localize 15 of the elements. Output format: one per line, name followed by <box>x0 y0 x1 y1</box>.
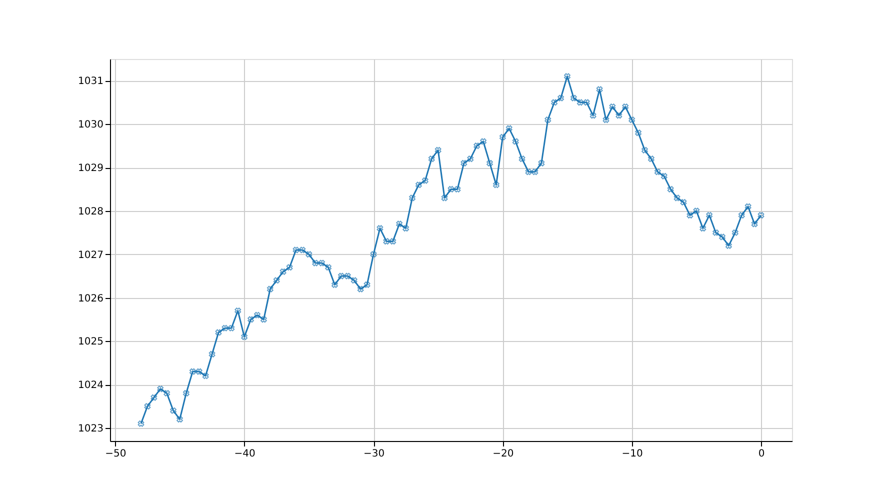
x-tick-label: −20 <box>492 448 514 460</box>
y-tick-label: 1024 <box>78 380 104 392</box>
y-tick-label: 1031 <box>78 76 104 88</box>
y-tick-label: 1027 <box>78 250 104 261</box>
y-tick-label: 1025 <box>78 336 104 348</box>
y-tick-label: 1023 <box>78 423 104 434</box>
y-tick-label: 1029 <box>78 163 104 174</box>
x-tick-label: −30 <box>363 448 385 460</box>
x-tick-label: 0 <box>758 448 765 460</box>
y-tick-label: 1030 <box>78 120 104 131</box>
x-tick-label: −50 <box>105 448 126 460</box>
y-tick-label: 1028 <box>78 206 104 218</box>
x-tick-label: −40 <box>234 448 256 460</box>
x-tick-label: −10 <box>622 448 643 460</box>
y-tick-label: 1026 <box>78 293 104 304</box>
